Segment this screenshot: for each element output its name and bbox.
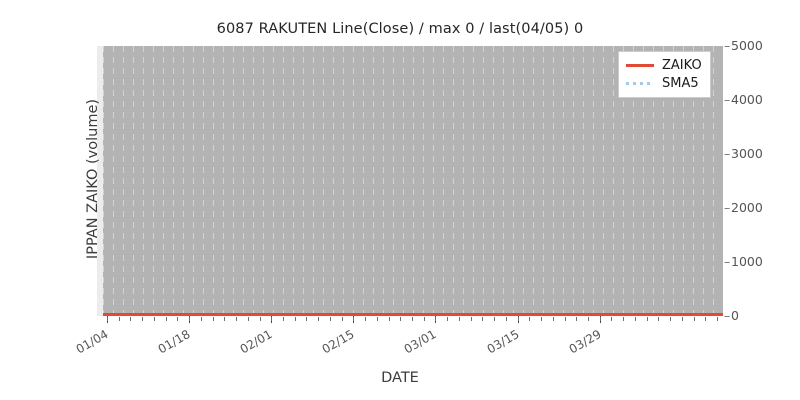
x-tick-mark-minor [635, 317, 636, 321]
x-tick-mark-minor [400, 317, 401, 321]
x-tick-mark-minor [248, 317, 249, 321]
x-tick-mark-minor [119, 317, 120, 321]
x-tick-mark-minor [130, 317, 131, 321]
y-axis-tick-label: –1000 [724, 254, 763, 270]
x-axis-tick-label: 01/04 [73, 327, 111, 357]
x-tick-mark-minor [541, 317, 542, 321]
x-tick-mark-minor [471, 317, 472, 321]
x-axis-tick-label: 03/29 [566, 327, 604, 357]
dotted-line-swatch [626, 77, 654, 89]
solid-line-swatch [626, 59, 654, 71]
x-tick-mark-minor [565, 317, 566, 321]
x-axis-tick-label: 03/15 [484, 327, 522, 357]
y-tick-value: 4000 [731, 92, 763, 107]
x-tick-mark-minor [353, 317, 354, 321]
x-tick-mark-minor [154, 317, 155, 321]
x-tick-mark-minor [588, 317, 589, 321]
x-tick-mark-minor [647, 317, 648, 321]
x-tick-mark-minor [213, 317, 214, 321]
x-tick-mark-minor [694, 317, 695, 321]
x-tick-mark-minor [236, 317, 237, 321]
y-tick-value: 5000 [731, 38, 763, 53]
x-tick-mark-minor [553, 317, 554, 321]
y-tick-mark: – [724, 146, 731, 161]
y-axis-tick-label: –2000 [724, 200, 763, 216]
x-tick-mark-minor [482, 317, 483, 321]
x-tick-mark-minor [342, 317, 343, 321]
x-tick-mark-minor [271, 317, 272, 321]
x-tick-mark-minor [142, 317, 143, 321]
x-axis-tick-label: 02/15 [319, 327, 357, 357]
x-tick-mark-minor [365, 317, 366, 321]
x-axis-tick-label: 02/01 [237, 327, 275, 357]
y-axis-tick-label: –4000 [724, 92, 763, 108]
x-tick-mark-minor [447, 317, 448, 321]
x-tick-mark-minor [518, 317, 519, 321]
x-tick-mark-minor [412, 317, 413, 321]
x-tick-mark-minor [107, 317, 108, 321]
legend-item-zaiko: ZAIKO [626, 56, 702, 74]
x-tick-mark-minor [166, 317, 167, 321]
legend-label-zaiko: ZAIKO [662, 57, 702, 73]
x-tick-mark-minor [224, 317, 225, 321]
legend-label-sma5: SMA5 [662, 75, 699, 91]
x-axis-label: DATE [381, 370, 419, 386]
x-tick-mark-minor [600, 317, 601, 321]
y-tick-value: 0 [731, 308, 739, 323]
x-tick-mark-minor [435, 317, 436, 321]
y-tick-mark: – [724, 308, 731, 323]
x-tick-mark-minor [705, 317, 706, 321]
x-tick-mark-minor [506, 317, 507, 321]
x-axis-tick-marks [103, 316, 723, 323]
x-tick-mark-minor [682, 317, 683, 321]
chart-title: 6087 RAKUTEN Line(Close) / max 0 / last(… [216, 21, 584, 37]
series-line-zaiko [103, 313, 723, 316]
x-tick-mark-minor [623, 317, 624, 321]
y-tick-mark: – [724, 200, 731, 215]
x-tick-mark-minor [424, 317, 425, 321]
y-axis-tick-label: –5000 [724, 38, 763, 54]
x-tick-mark-minor [670, 317, 671, 321]
x-axis-tick-label: 03/01 [402, 327, 440, 357]
x-tick-mark-minor [377, 317, 378, 321]
x-tick-mark-minor [717, 317, 718, 321]
x-tick-mark-minor [459, 317, 460, 321]
legend-item-sma5: SMA5 [626, 74, 702, 92]
x-tick-mark-minor [494, 317, 495, 321]
x-tick-mark-minor [189, 317, 190, 321]
x-tick-mark-minor [318, 317, 319, 321]
x-tick-mark-minor [576, 317, 577, 321]
y-axis-tick-label: –3000 [724, 146, 763, 162]
x-tick-mark-minor [306, 317, 307, 321]
x-tick-mark-minor [611, 317, 612, 321]
y-tick-mark: – [724, 92, 731, 107]
x-tick-mark-minor [529, 317, 530, 321]
x-tick-mark-minor [658, 317, 659, 321]
y-tick-value: 3000 [731, 146, 763, 161]
x-axis-tick-label: 01/18 [155, 327, 193, 357]
x-tick-mark-minor [260, 317, 261, 321]
x-tick-mark-minor [330, 317, 331, 321]
y-tick-mark: – [724, 38, 731, 53]
y-tick-value: 1000 [731, 254, 763, 269]
x-tick-mark-minor [295, 317, 296, 321]
y-axis-tick-label: –0 [724, 308, 739, 324]
y-axis-label: IPPAN ZAIKO (volume) [85, 98, 101, 260]
y-tick-mark: – [724, 254, 731, 269]
x-tick-mark-minor [201, 317, 202, 321]
x-tick-mark-minor [177, 317, 178, 321]
x-tick-mark-minor [283, 317, 284, 321]
y-tick-value: 2000 [731, 200, 763, 215]
chart-legend: ZAIKO SMA5 [618, 51, 711, 98]
x-tick-mark-minor [389, 317, 390, 321]
